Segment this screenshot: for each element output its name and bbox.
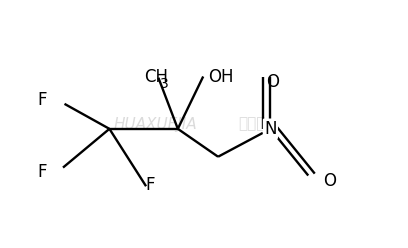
Text: O: O (323, 172, 336, 190)
Text: 3: 3 (160, 77, 169, 91)
Text: OH: OH (208, 68, 233, 86)
Text: N: N (264, 120, 277, 138)
Text: F: F (38, 163, 47, 182)
Text: O: O (266, 73, 279, 91)
Text: F: F (38, 91, 47, 109)
Text: 华学加: 华学加 (239, 117, 266, 131)
Text: HUAXUEJIA: HUAXUEJIA (114, 117, 197, 131)
Text: F: F (145, 176, 154, 194)
Text: CH: CH (144, 68, 168, 86)
